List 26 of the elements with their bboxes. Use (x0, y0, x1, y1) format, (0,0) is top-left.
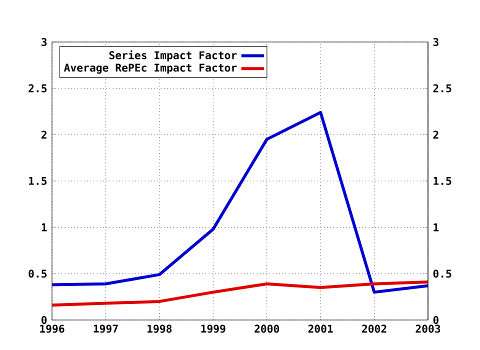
y-tick-label: 2.5 (28, 84, 47, 92)
x-tick-label: 1997 (94, 324, 118, 333)
line-series (52, 110, 428, 294)
y2-tick-label: 2.5 (433, 84, 452, 92)
legend-label: Average RePEc Impact Factor (64, 64, 237, 74)
y-tick-label: 1.5 (29, 177, 47, 185)
y-tick-label: 0 (42, 316, 47, 324)
y2-tick-label: 0.5 (433, 270, 452, 278)
x-tick-label: 2000 (254, 324, 280, 333)
y-tick-label: 2 (41, 130, 46, 139)
y-tick-label: 1 (42, 223, 47, 232)
x-tick-label: 1996 (40, 324, 64, 333)
y2-tick-label: 2 (433, 130, 438, 139)
y-tick-label: 3 (42, 38, 47, 46)
y2-tick-label: 3 (433, 38, 438, 46)
x-tick-label: 1999 (201, 324, 226, 333)
x-tick-label: 2002 (362, 324, 386, 333)
legend-label: Series Impact Factor (109, 50, 237, 62)
x-tick-label: 1998 (148, 324, 172, 333)
line-series (52, 280, 428, 307)
y2-tick-label: 0 (433, 316, 438, 324)
y2-tick-label: 1.5 (434, 177, 452, 185)
y2-tick-label: 1 (434, 223, 439, 232)
x-tick-label: 2001 (308, 324, 333, 333)
x-tick-label: 2003 (416, 324, 440, 333)
y-tick-label: 0.5 (28, 270, 47, 278)
